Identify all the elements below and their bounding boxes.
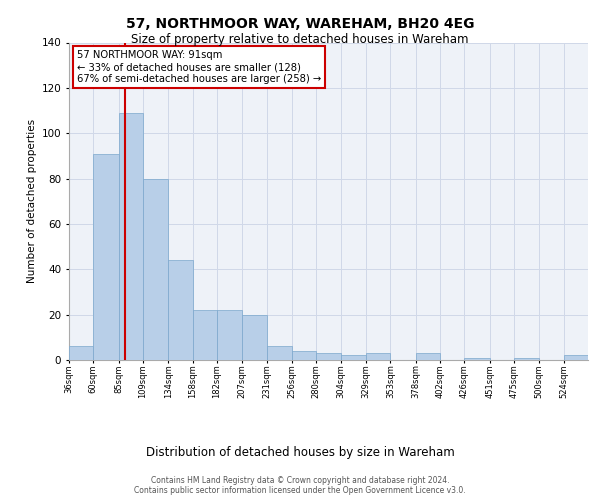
Text: Size of property relative to detached houses in Wareham: Size of property relative to detached ho… — [131, 32, 469, 46]
Bar — [217, 310, 242, 360]
Bar — [119, 113, 143, 360]
Text: Contains HM Land Registry data © Crown copyright and database right 2024.
Contai: Contains HM Land Registry data © Crown c… — [134, 476, 466, 495]
Bar — [416, 353, 440, 360]
Bar — [94, 154, 119, 360]
Bar — [464, 358, 490, 360]
Bar — [266, 346, 292, 360]
Text: 57, NORTHMOOR WAY, WAREHAM, BH20 4EG: 57, NORTHMOOR WAY, WAREHAM, BH20 4EG — [126, 18, 474, 32]
Bar — [563, 356, 588, 360]
Bar — [193, 310, 217, 360]
Bar — [292, 351, 316, 360]
Bar — [143, 178, 169, 360]
Text: 57 NORTHMOOR WAY: 91sqm
← 33% of detached houses are smaller (128)
67% of semi-d: 57 NORTHMOOR WAY: 91sqm ← 33% of detache… — [77, 50, 321, 84]
Bar — [514, 358, 539, 360]
Text: Distribution of detached houses by size in Wareham: Distribution of detached houses by size … — [146, 446, 454, 459]
Bar — [366, 353, 391, 360]
Bar — [169, 260, 193, 360]
Y-axis label: Number of detached properties: Number of detached properties — [28, 119, 37, 284]
Bar — [242, 314, 266, 360]
Bar — [316, 353, 341, 360]
Bar — [341, 356, 366, 360]
Bar — [69, 346, 94, 360]
